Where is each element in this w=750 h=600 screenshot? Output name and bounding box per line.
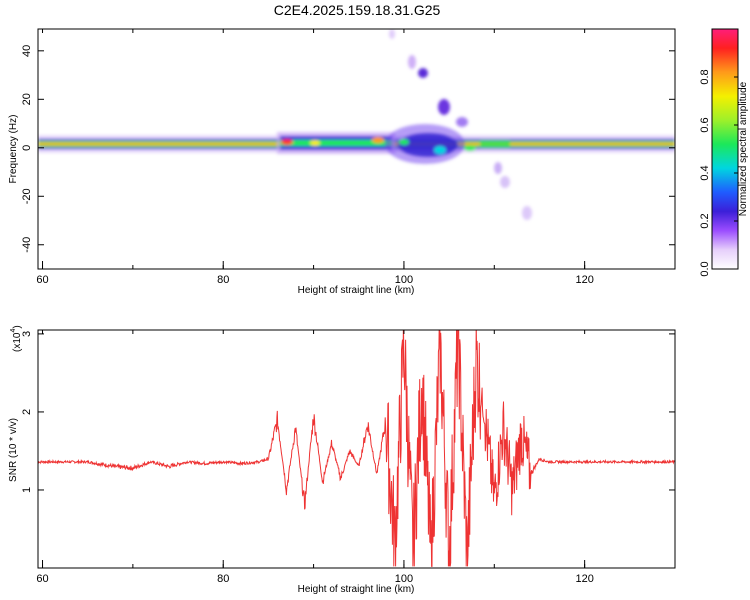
colorbar-ticks: 0.0 0.2 0.4 0.6 0.8 [699, 69, 738, 277]
spectrogram-ticks: 60 80 100 120 40 20 0 -20 -40 [21, 29, 676, 286]
spectrogram-peak-3 [310, 140, 320, 146]
spectrogram-xtick-label-80: 80 [217, 274, 229, 286]
spectrogram-image [38, 29, 675, 220]
spectrogram-x-label: Height of straight line (km) [298, 285, 415, 296]
snr-y-label: SNR (10 * v/v) [8, 418, 19, 482]
snr-ytick-label-3: 3 [21, 331, 33, 337]
spectrogram-streak-6 [500, 176, 510, 188]
spectrogram-streak-3 [418, 68, 428, 78]
spectrogram-streak-4 [438, 99, 450, 115]
colorbar-tick-label-0.8: 0.8 [699, 69, 711, 84]
snr-background [38, 330, 675, 568]
spectrogram-y-label: Frequency (Hz) [8, 115, 19, 184]
spectrogram-panel: 60 80 100 120 40 20 0 -20 -40 Height of straight… [8, 28, 676, 296]
spectrogram-ytick-label-0: 0 [21, 145, 33, 151]
spectrogram-green-1 [399, 139, 409, 145]
colorbar-label: Normalized spectral amplitude [738, 81, 749, 216]
colorbar-frame [711, 28, 739, 270]
spectrogram-ytick-label-20: 20 [21, 93, 33, 105]
snr-frame [37, 329, 676, 569]
snr-x-label: Height of straight line (km) [298, 584, 415, 595]
snr-series-line [38, 330, 675, 567]
chart-title: C2E4.2025.159.18.31.G25 [274, 2, 441, 18]
snr-ytick-label-1: 1 [21, 487, 33, 493]
spectrogram-streak-8 [494, 162, 502, 174]
spectrogram-turbulence-mid [280, 140, 392, 146]
spectrogram-streak-5 [456, 117, 468, 127]
spectrogram-spread-core [398, 133, 458, 157]
spectrogram-peak-1 [281, 139, 293, 145]
snr-multiplier-exp: 4 [10, 329, 17, 333]
spectrogram-streak-1 [389, 29, 395, 39]
spectrogram-frame [37, 28, 676, 270]
snr-ytick-label-2: 2 [21, 409, 33, 415]
spectrogram-peak-2 [372, 137, 384, 143]
snr-multiplier-close: ) [12, 325, 23, 328]
svg-text:(x104): (x104) [10, 325, 23, 352]
spectrogram-streak-2 [408, 55, 416, 69]
spectrogram-recovery [480, 140, 510, 148]
spectrogram-xtick-label-120: 120 [575, 274, 593, 286]
spectrogram-ytick-label--40: -40 [21, 237, 33, 253]
snr-xtick-label-100: 100 [395, 573, 413, 585]
colorbar-gradient [712, 29, 738, 269]
colorbar: 0.0 0.2 0.4 0.6 0.8 Normalized spectral ampl… [699, 28, 749, 277]
spectrogram-xtick-label-100: 100 [395, 274, 413, 286]
snr-ticks: 60 80 100 120 1 2 3 [21, 330, 676, 585]
colorbar-tick-label-0.6: 0.6 [699, 117, 711, 132]
colorbar-tick-label-0.0: 0.0 [699, 261, 711, 276]
snr-panel: 60 80 100 120 1 2 3 Height of straight line (k… [8, 325, 676, 595]
snr-multiplier-base: (x10 [12, 332, 23, 352]
spectrogram-cyan-1 [434, 146, 446, 154]
snr-xtick-label-60: 60 [36, 573, 48, 585]
spectrogram-streak-7 [522, 206, 532, 220]
spectrogram-xtick-label-60: 60 [36, 274, 48, 286]
colorbar-tick-label-0.4: 0.4 [699, 165, 711, 180]
spectrogram-ytick-label--20: -20 [21, 188, 33, 204]
colorbar-tick-label-0.2: 0.2 [699, 213, 711, 228]
spectrogram-ytick-label-40: 40 [21, 45, 33, 57]
snr-xtick-label-80: 80 [217, 573, 229, 585]
snr-xtick-label-120: 120 [575, 573, 593, 585]
spectrogram-green-2 [464, 145, 476, 151]
snr-multiplier: (x104) [10, 325, 23, 352]
